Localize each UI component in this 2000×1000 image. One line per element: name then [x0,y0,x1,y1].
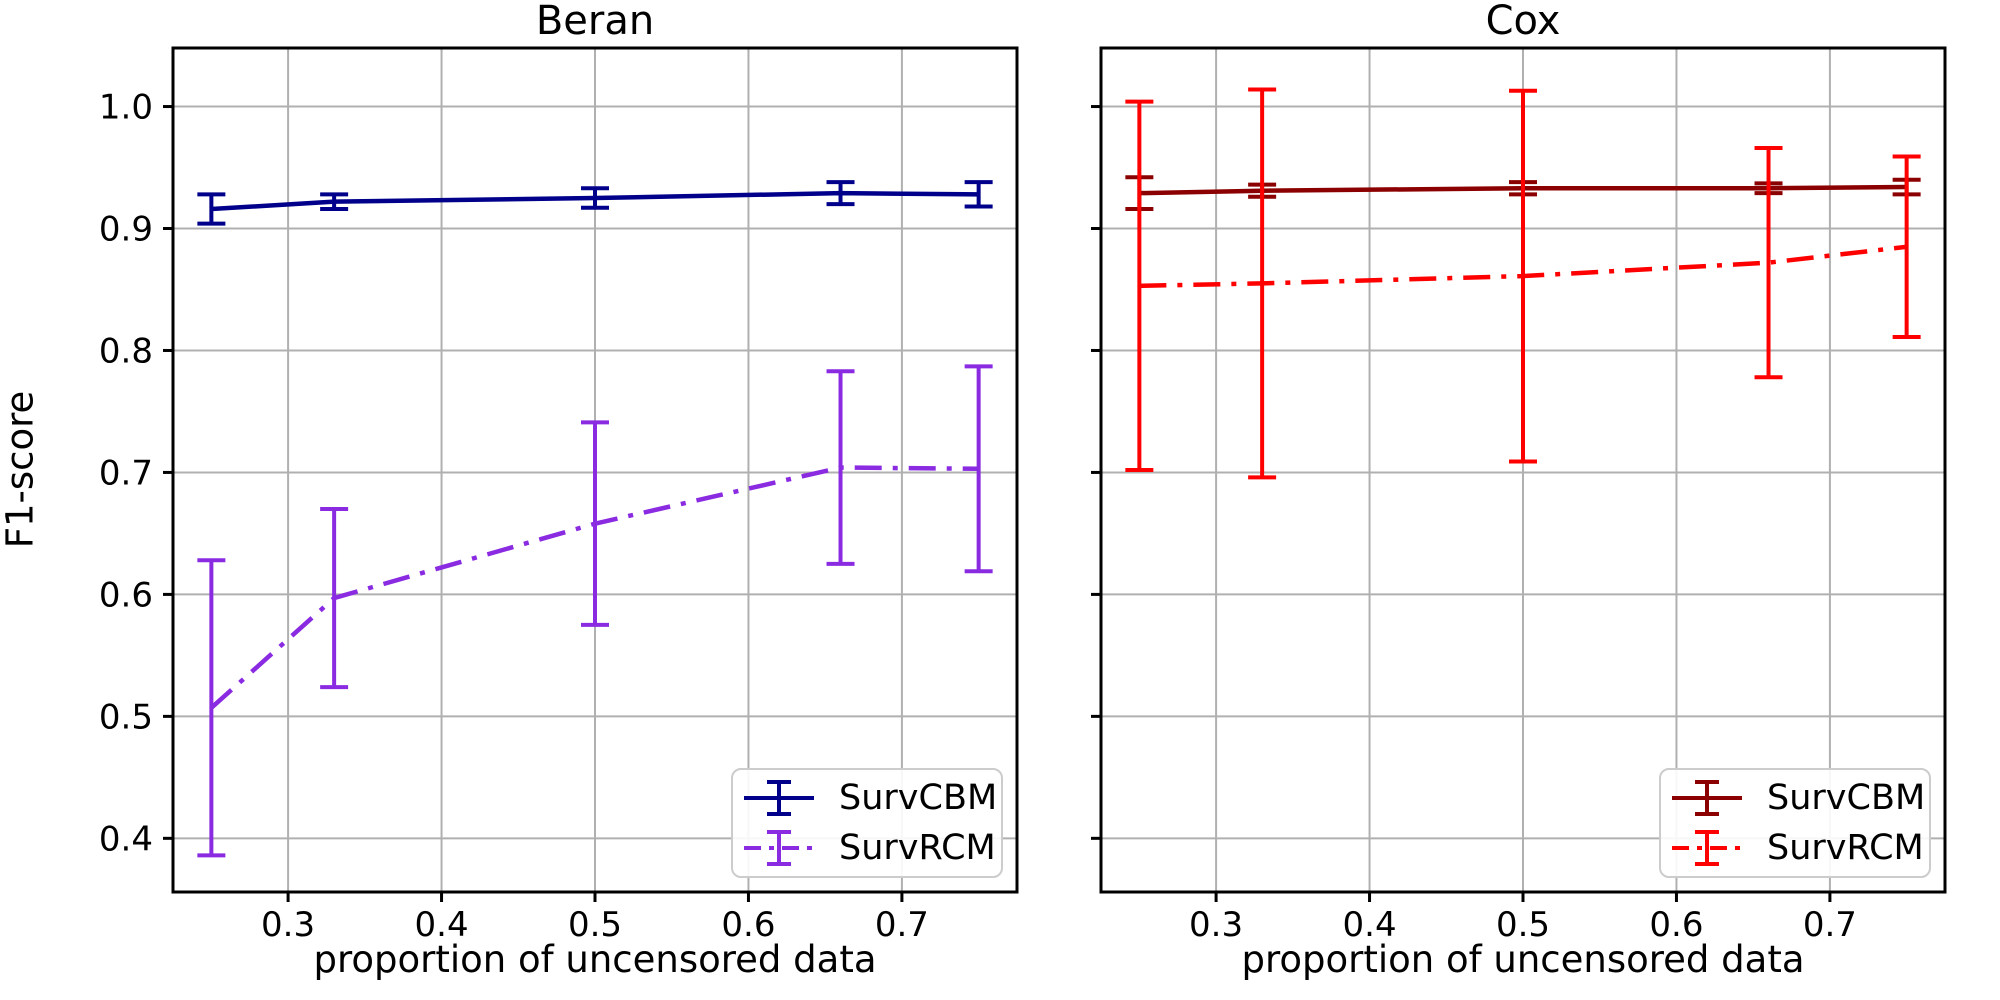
subplot-title-cox: Cox [1485,0,1561,44]
series-survrcm [1125,87,1921,480]
y-axis-label: F1-score [0,390,42,549]
errorbar-glyph-survrcm [744,830,814,866]
y-tick-label: 0.8 [99,331,153,371]
x-axis-label-cox: proportion of uncensored data [1241,938,1805,981]
x-tick-label: 0.7 [875,905,929,945]
legend-label-survrcm: SurvRCM [839,828,996,868]
subplot-title-beran: Beran [535,0,655,44]
x-tick-label: 0.5 [568,905,622,945]
y-tick-label: 0.6 [99,575,153,615]
x-tick-label: 0.6 [721,905,775,945]
legend-label-survcbm: SurvCBM [839,778,998,818]
legend-beran: SurvCBM SurvRCM [731,768,1003,878]
axes-cox: 0.3 0.4 0.5 0.6 0.7 [1091,46,1947,945]
y-tick-label: 1.0 [99,88,153,128]
legend-entry-survrcm: SurvRCM [1661,823,1929,873]
legend-entry-survcbm: SurvCBM [1661,773,1929,823]
series-survrcm [197,364,993,858]
legend-cox: SurvCBM SurvRCM [1659,768,1931,878]
errorbar-glyph-survrcm [1672,830,1742,866]
x-tick-label: 0.4 [415,905,469,945]
errorbar-glyph-survcbm [1672,780,1742,816]
legend-label-survcbm: SurvCBM [1767,778,1926,818]
legend-entry-survcbm: SurvCBM [733,773,1001,823]
x-axis-label-beran: proportion of uncensored data [313,938,877,981]
y-tick-label: 0.7 [99,453,153,493]
axes-beran: 0.3 0.4 0.5 0.6 0.7 0.4 0.5 0.6 0.7 0.8 0.9 1.0 [99,46,1019,945]
legend-label-survrcm: SurvRCM [1767,828,1924,868]
ticks: 0.3 0.4 0.5 0.6 0.7 [1091,105,1857,945]
x-tick-label: 0.5 [1496,905,1550,945]
x-tick-label: 0.3 [1189,905,1243,945]
ticks: 0.3 0.4 0.5 0.6 0.7 0.4 0.5 0.6 0.7 0.8 0.9 1.0 [99,88,929,945]
x-tick-label: 0.6 [1649,905,1703,945]
x-tick-label: 0.7 [1803,905,1857,945]
x-tick-label: 0.3 [261,905,315,945]
y-tick-label: 0.4 [99,819,153,859]
y-tick-label: 0.9 [99,210,153,250]
x-tick-label: 0.4 [1343,905,1397,945]
y-tick-label: 0.5 [99,697,153,737]
errorbar-glyph-survcbm [744,780,814,816]
series-survcbm [197,180,993,226]
legend-entry-survrcm: SurvRCM [733,823,1001,873]
